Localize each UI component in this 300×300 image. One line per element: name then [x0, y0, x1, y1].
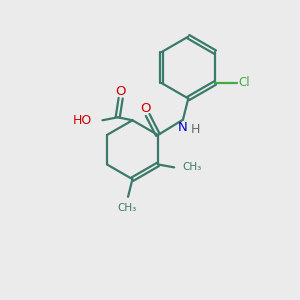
- Text: Cl: Cl: [238, 76, 250, 89]
- Text: HO: HO: [73, 114, 92, 127]
- Text: O: O: [140, 102, 151, 115]
- Text: CH₃: CH₃: [117, 203, 136, 213]
- Text: H: H: [191, 123, 200, 136]
- Text: N: N: [178, 121, 188, 134]
- Text: CH₃: CH₃: [182, 162, 202, 172]
- Text: O: O: [116, 85, 126, 98]
